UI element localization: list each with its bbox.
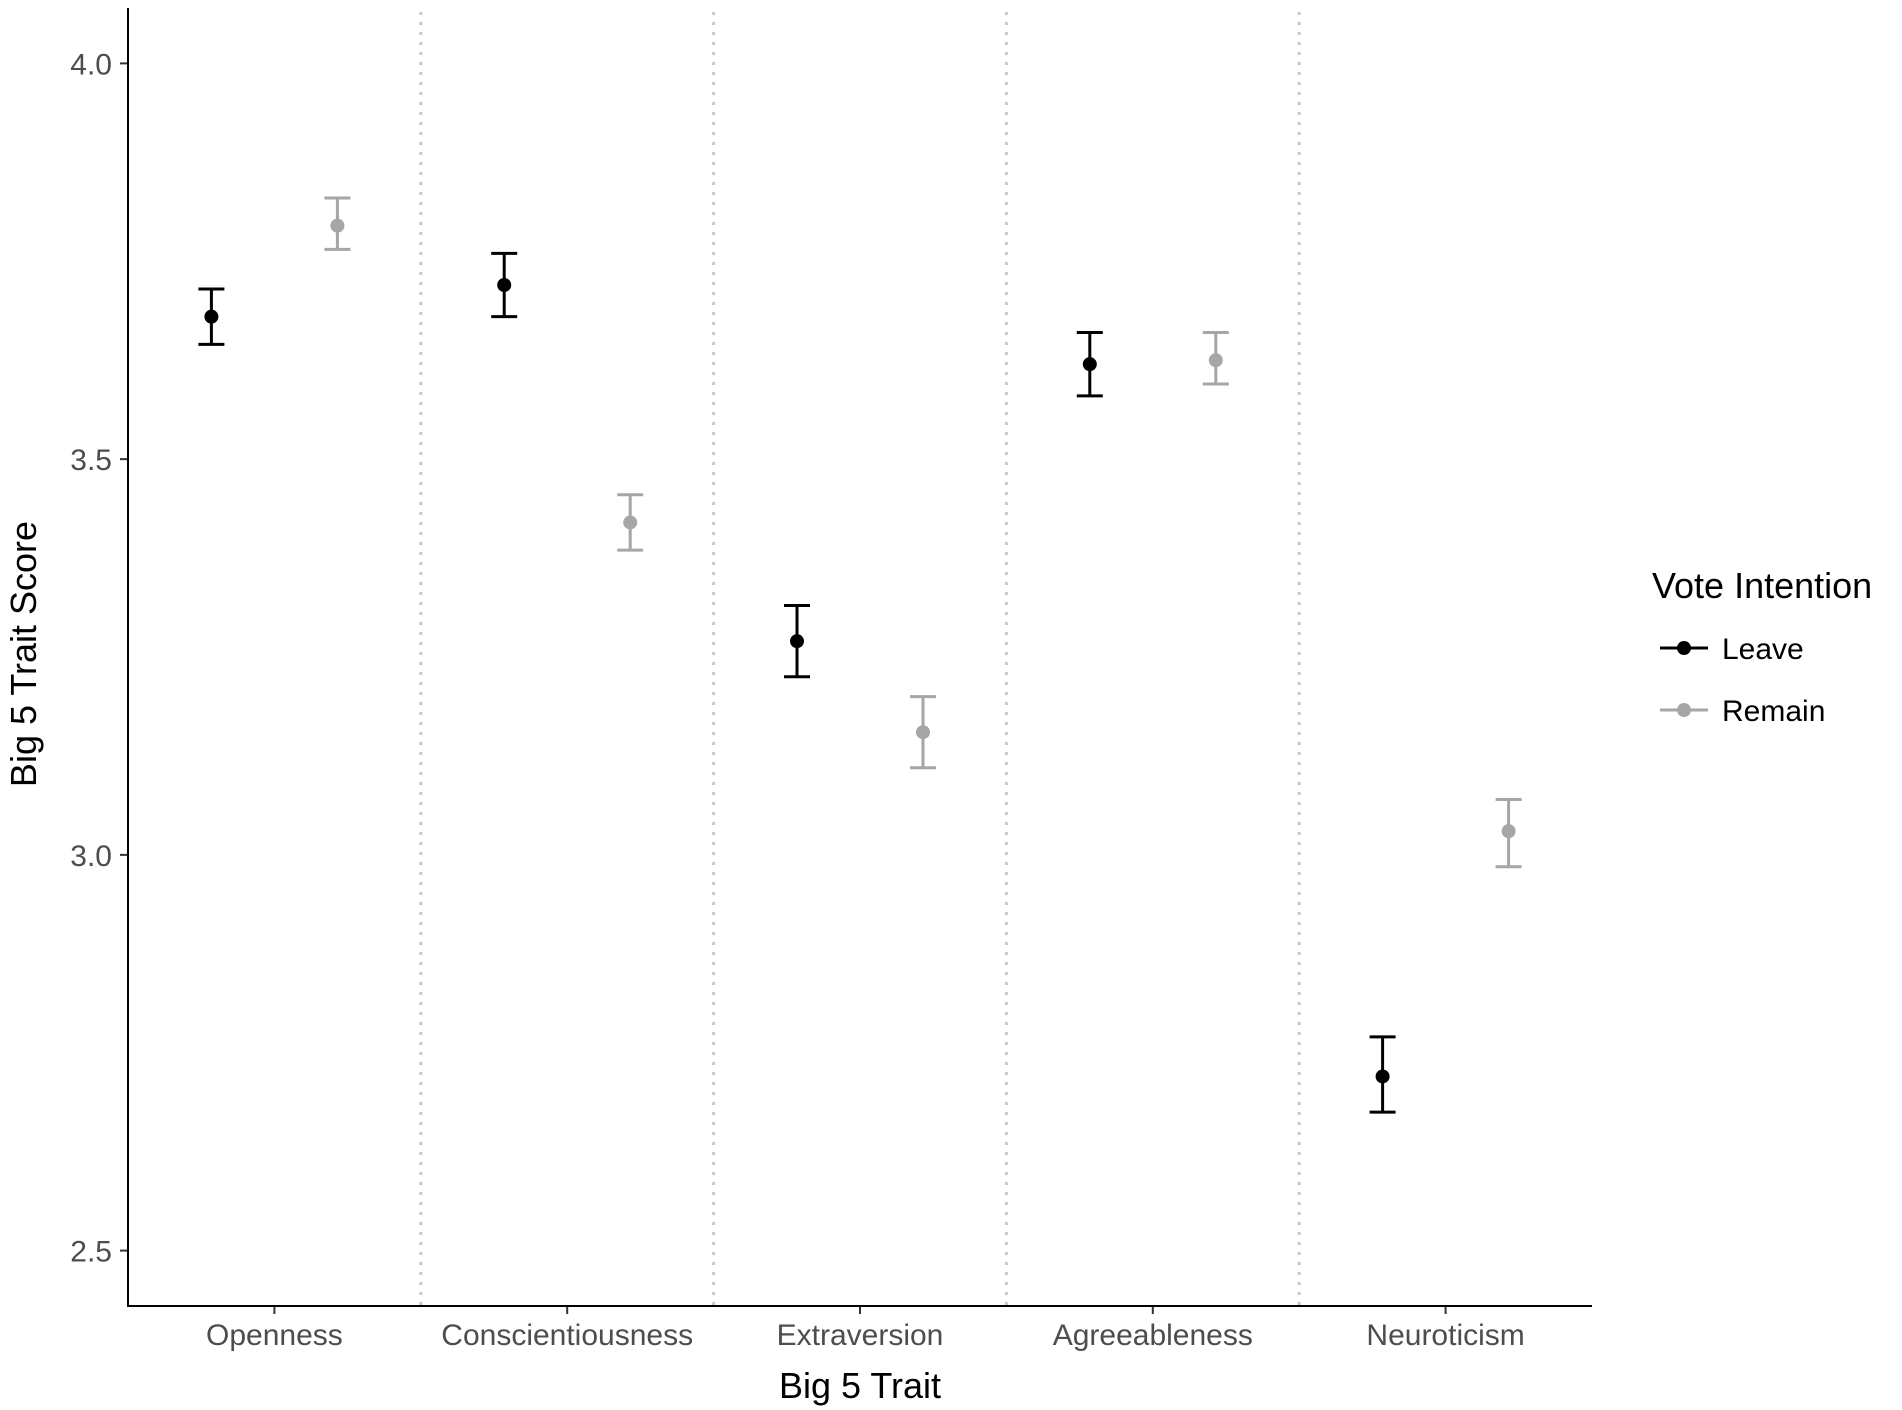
y-tick-label: 2.5 [70, 1236, 112, 1269]
legend-leave-key-point [1677, 641, 1691, 655]
x-tick-label-conscientiousness: Conscientiousness [441, 1319, 693, 1352]
y-tick-label: 3.0 [70, 840, 112, 873]
legend-item-leave: Leave [1660, 633, 1804, 666]
x-tick-label-agreeableness: Agreeableness [1053, 1319, 1253, 1352]
legend-leave-label: Leave [1722, 633, 1804, 666]
x-tick-label-openness: Openness [206, 1319, 343, 1352]
legend-item-remain: Remain [1660, 695, 1825, 728]
legend-remain-key-point [1677, 703, 1691, 717]
x-tick-label-extraversion: Extraversion [777, 1319, 944, 1352]
remain-neuroticism-point [1501, 824, 1516, 839]
y-axis-ticks: 2.5 3.0 3.5 4.0 [70, 48, 128, 1269]
series-leave [198, 251, 1396, 1114]
leave-conscientiousness-point [497, 278, 512, 293]
y-tick-label: 3.5 [70, 444, 112, 477]
x-axis-ticks: Openness Conscientiousness Extraversion Agr… [206, 1306, 1525, 1352]
remain-openness-point [330, 218, 345, 233]
series-remain [324, 196, 1522, 869]
y-tick-label: 4.0 [70, 48, 112, 81]
x-tick-label-neuroticism: Neuroticism [1366, 1319, 1524, 1352]
data-series [198, 196, 1522, 1114]
legend: Vote Intention Leave Remain [1652, 565, 1872, 728]
remain-conscientiousness-point [623, 515, 638, 530]
leave-openness-point [204, 309, 219, 324]
leave-agreeableness-point [1082, 357, 1097, 372]
leave-extraversion-point [790, 634, 804, 649]
x-axis-title: Big 5 Trait [779, 1365, 941, 1406]
legend-remain-label: Remain [1722, 695, 1825, 728]
legend-title: Vote Intention [1652, 565, 1872, 606]
y-axis-title: Big 5 Trait Score [3, 521, 44, 787]
leave-neuroticism-point [1375, 1069, 1390, 1084]
remain-extraversion-point [916, 725, 930, 740]
remain-agreeableness-point [1208, 353, 1223, 368]
